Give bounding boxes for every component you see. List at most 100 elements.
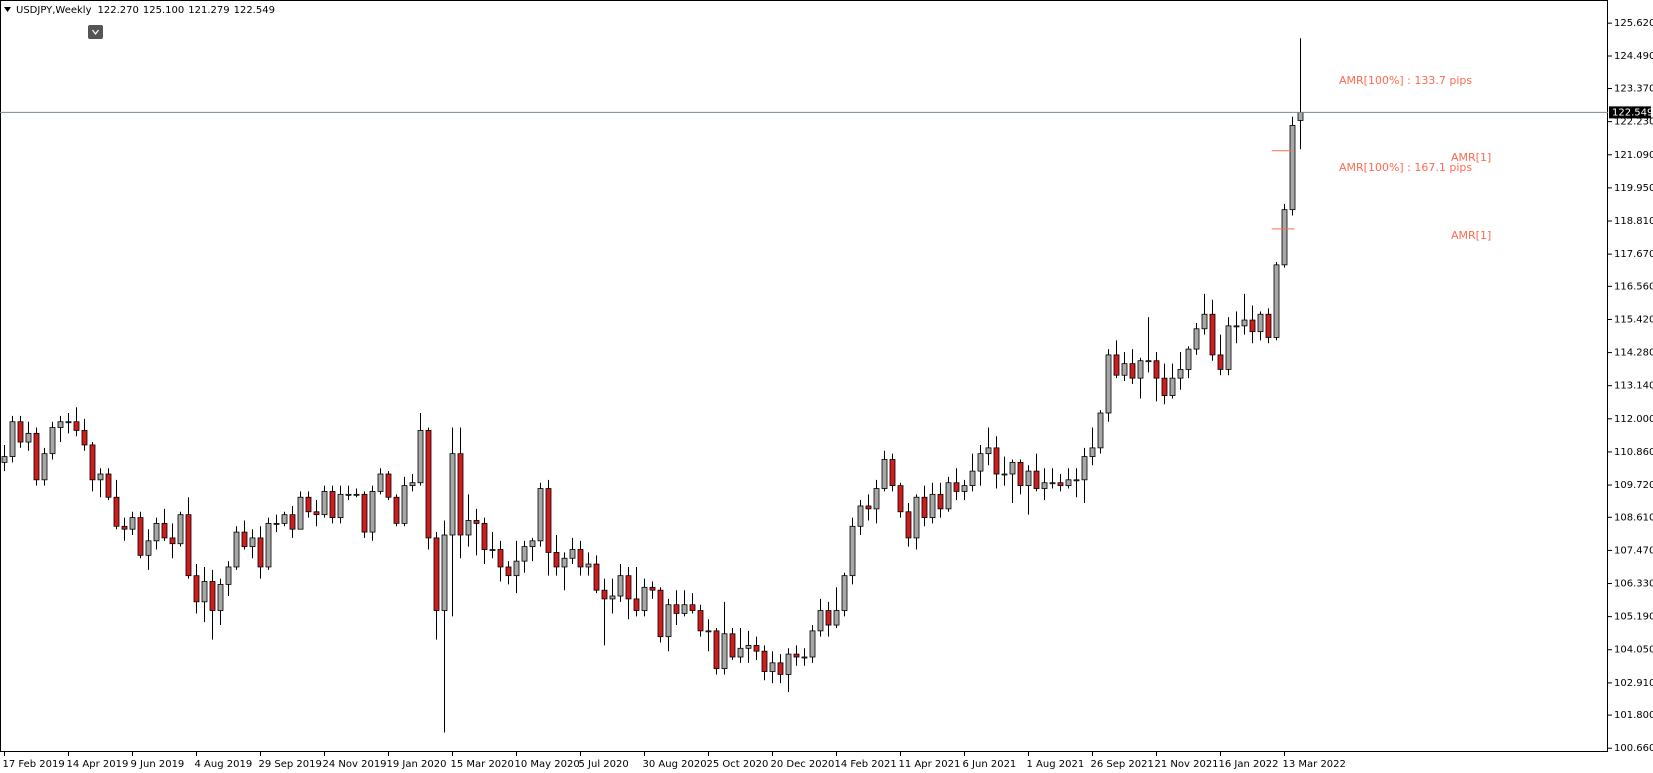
candle-body (1193, 328, 1200, 350)
candle-body (1161, 377, 1168, 396)
candle-body (921, 496, 928, 518)
x-tick-label: 4 Aug 2019 (195, 759, 253, 770)
candle-body (305, 496, 312, 513)
candle-body (1185, 348, 1192, 370)
candle-body (1129, 363, 1136, 379)
candle-body (857, 505, 864, 527)
symbol-menu[interactable] (4, 7, 11, 12)
candle-body (193, 575, 200, 603)
y-tick-label: 110.860 (1614, 447, 1653, 458)
candle-body (937, 493, 944, 510)
candle-body (513, 560, 520, 577)
x-tick-label: 19 Jan 2020 (387, 759, 447, 770)
candle-body (617, 575, 624, 597)
y-tick-label: 125.620 (1614, 18, 1653, 29)
candles (1, 38, 1304, 733)
candle-body (441, 534, 448, 611)
annotation: AMR[100%] : 167.1 pips (1339, 161, 1472, 174)
candle-body (425, 430, 432, 539)
annotation: AMR[1] (1451, 151, 1491, 164)
candle-body (569, 549, 576, 559)
candle-body (457, 453, 464, 536)
candle-body (1033, 470, 1040, 489)
candle-body (329, 491, 336, 518)
x-tick-label: 13 Mar 2022 (1283, 759, 1346, 770)
x-tick-label: 29 Sep 2019 (259, 759, 322, 770)
y-tick-label: 104.050 (1614, 645, 1653, 656)
candle-body (961, 485, 968, 492)
candle-body (393, 496, 400, 524)
candle-body (121, 525, 128, 530)
candle-body (601, 589, 608, 600)
candle-body (489, 549, 496, 551)
candle-body (697, 610, 704, 632)
candle-body (945, 482, 952, 510)
candle-body (953, 482, 960, 492)
candle-body (265, 522, 272, 568)
candle-body (1201, 313, 1208, 330)
candle-body (833, 610, 840, 626)
candle-body (993, 447, 1000, 475)
candle-body (705, 630, 712, 633)
candle-body (1169, 377, 1176, 396)
candle-body (641, 586, 648, 611)
x-tick-label: 20 Dec 2020 (771, 759, 835, 770)
candle-body (81, 430, 88, 446)
ohlc-close: 122.549 (234, 5, 275, 16)
candle-body (377, 473, 384, 492)
ohlc-low: 121.279 (188, 5, 229, 16)
annotation: AMR[1] (1451, 229, 1491, 242)
candle-body (153, 522, 160, 542)
candle-body (625, 575, 632, 600)
button-box[interactable] (88, 25, 103, 39)
y-tick-label: 124.490 (1614, 51, 1653, 62)
candle-body (1017, 461, 1024, 487)
candle-body (545, 488, 552, 553)
y-tick-label: 123.370 (1614, 84, 1653, 95)
x-tick-label: 5 Jul 2020 (579, 759, 629, 770)
candle-body (873, 488, 880, 510)
candle-body (385, 473, 392, 498)
candle-body (249, 537, 256, 548)
candle-body (1097, 412, 1104, 449)
x-tick-label: 10 May 2020 (515, 759, 580, 770)
x-tick-label: 14 Apr 2019 (67, 759, 129, 770)
candle-body (1081, 456, 1088, 481)
x-tick-label: 6 Jun 2021 (963, 759, 1017, 770)
candle-body (361, 493, 368, 533)
candle-body (905, 511, 912, 539)
y-tick-label: 112.000 (1614, 414, 1653, 425)
candle-body (1065, 479, 1072, 487)
candle-body (521, 546, 528, 562)
candle-body (1249, 319, 1256, 333)
candle-body (1289, 125, 1296, 211)
candle-body (585, 563, 592, 568)
ohlc-high: 125.100 (143, 5, 184, 16)
candle-body (809, 630, 816, 658)
chart-header: USDJPY,Weekly 122.270 125.100 121.279 122.54… (16, 5, 275, 16)
y-tick-label: 119.950 (1614, 183, 1653, 194)
candle-body (577, 549, 584, 568)
collapse-button[interactable] (88, 25, 103, 39)
candle-body (1025, 470, 1032, 487)
candle-body (1257, 313, 1264, 333)
candle-body (785, 653, 792, 675)
candle-body (689, 604, 696, 611)
candle-body (1113, 354, 1120, 376)
candle-body (241, 531, 248, 548)
candle-body (313, 511, 320, 516)
candle-body (97, 473, 104, 481)
x-tick-label: 9 Jun 2019 (131, 759, 185, 770)
candle-body (129, 517, 136, 530)
candle-body (681, 604, 688, 614)
annotation: AMR[100%] : 133.7 pips (1339, 74, 1472, 87)
candle-body (1049, 482, 1056, 485)
y-tick-label: 113.140 (1614, 381, 1653, 392)
candle-body (297, 496, 304, 530)
button-icon[interactable] (92, 29, 99, 35)
candle-body (929, 493, 936, 518)
candle-body (169, 537, 176, 545)
candle-body (729, 633, 736, 658)
candle-body (113, 496, 120, 527)
